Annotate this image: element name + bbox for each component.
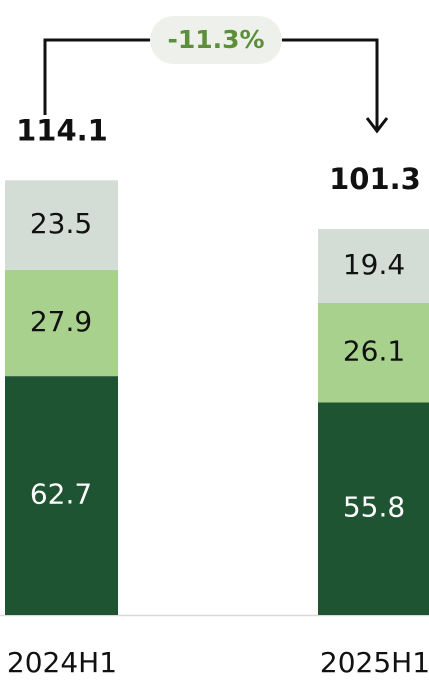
data-label: 19.4 bbox=[343, 248, 405, 281]
total-label: 114.1 bbox=[16, 113, 108, 147]
data-label: 23.5 bbox=[30, 207, 92, 240]
annotation-pill bbox=[150, 16, 282, 64]
bar-segment bbox=[318, 402, 429, 615]
bar-segment bbox=[318, 229, 429, 303]
data-label: 26.1 bbox=[343, 335, 405, 368]
annotation: -11.3% bbox=[167, 25, 264, 54]
data-label: 55.8 bbox=[343, 491, 405, 524]
bar-segment bbox=[5, 269, 118, 377]
bar-segment bbox=[318, 302, 429, 403]
bar-segment bbox=[5, 180, 118, 270]
x-tick-label: 2024H1 bbox=[7, 646, 117, 679]
data-label: 27.9 bbox=[30, 305, 92, 338]
bar-segment bbox=[5, 376, 118, 615]
data-label: 62.7 bbox=[30, 478, 92, 511]
bracket-left bbox=[43, 38, 150, 115]
change-bracket: -11.3% bbox=[43, 16, 389, 134]
total-label: 101.3 bbox=[329, 162, 421, 196]
arrow-head bbox=[365, 117, 389, 134]
bracket-right bbox=[282, 38, 379, 130]
x-tick-label: 2025H1 bbox=[320, 646, 429, 679]
